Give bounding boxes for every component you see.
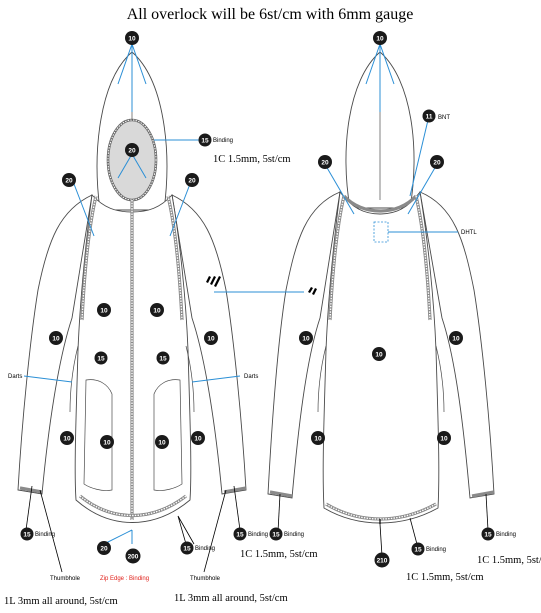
binding-label: Binding bbox=[35, 532, 55, 538]
note-bottom-left: 1L 3mm all around, 5st/cm bbox=[4, 596, 118, 607]
svg-text:10: 10 bbox=[128, 36, 136, 43]
svg-text:10: 10 bbox=[452, 336, 460, 343]
badge-10: 10 bbox=[150, 303, 164, 317]
note-bottom-center: 1L 3mm all around, 5st/cm bbox=[174, 593, 288, 604]
badge-15: 15 bbox=[198, 133, 212, 147]
badge-15: 15 bbox=[233, 527, 247, 541]
binding-label: Binding bbox=[248, 532, 268, 538]
badge-15: 15 bbox=[20, 527, 34, 541]
svg-text:10: 10 bbox=[207, 336, 215, 343]
labels: Binding 1C 1.5mm, 5st/cm Darts Darts BNT… bbox=[4, 115, 541, 607]
svg-text:10: 10 bbox=[100, 308, 108, 315]
svg-text:20: 20 bbox=[128, 148, 136, 155]
svg-text:10: 10 bbox=[194, 436, 202, 443]
badge-10: 10 bbox=[449, 331, 463, 345]
svg-text:20: 20 bbox=[321, 160, 329, 167]
svg-text:10: 10 bbox=[302, 336, 310, 343]
note-back-center: 1C 1.5mm, 5st/cm bbox=[406, 572, 484, 583]
badge-20: 20 bbox=[125, 143, 139, 157]
back-view bbox=[267, 51, 495, 524]
badge-10: 10 bbox=[437, 431, 451, 445]
badge-15: 15 bbox=[269, 527, 283, 541]
binding-label: Binding bbox=[284, 532, 304, 538]
binding-label: Binding bbox=[426, 547, 446, 553]
black-leader-lines bbox=[25, 485, 489, 573]
thumbhole-label: Thumbhole bbox=[190, 576, 221, 582]
dhtl-box bbox=[373, 221, 389, 243]
badge-20: 20 bbox=[430, 155, 444, 169]
note-back-right: 1C 1.5mm, 5st/cm bbox=[477, 555, 541, 566]
badge-10: 10 bbox=[60, 431, 74, 445]
svg-text:15: 15 bbox=[183, 546, 191, 553]
callout-lines bbox=[23, 43, 458, 545]
badge-10: 10 bbox=[125, 31, 139, 45]
badge-20: 20 bbox=[185, 173, 199, 187]
badge-10: 10 bbox=[372, 347, 386, 361]
svg-text:15: 15 bbox=[414, 547, 422, 554]
svg-text:15: 15 bbox=[236, 532, 244, 539]
svg-text:10: 10 bbox=[375, 352, 383, 359]
badge-15: 15 bbox=[156, 351, 170, 365]
binding-label: Binding bbox=[213, 138, 233, 144]
back-right-sleeve bbox=[419, 191, 495, 499]
svg-text:15: 15 bbox=[484, 532, 492, 539]
badge-15: 15 bbox=[94, 351, 108, 365]
svg-text:15: 15 bbox=[201, 138, 209, 145]
svg-text:10: 10 bbox=[376, 36, 384, 43]
dhtl-label: DHTL bbox=[461, 230, 477, 236]
badge-10: 10 bbox=[155, 435, 169, 449]
thumbhole-label: Thumbhole bbox=[50, 576, 81, 582]
darts-label: Darts bbox=[8, 374, 22, 380]
badge-15: 15 bbox=[481, 527, 495, 541]
back-left-sleeve bbox=[267, 191, 341, 499]
page-title: All overlock will be 6st/cm with 6mm gau… bbox=[127, 6, 414, 23]
binding-note-front: 1C 1.5mm, 5st/cm bbox=[213, 154, 291, 165]
badge-10: 10 bbox=[191, 431, 205, 445]
svg-text:10: 10 bbox=[158, 440, 166, 447]
badge-200: 200 bbox=[125, 548, 141, 564]
svg-text:20: 20 bbox=[188, 178, 196, 185]
badge-210: 210 bbox=[374, 552, 390, 568]
badge-20: 20 bbox=[62, 173, 76, 187]
zip-edge-label: Zip Edge : Binding bbox=[100, 576, 149, 582]
badge-10: 10 bbox=[49, 331, 63, 345]
svg-text:10: 10 bbox=[52, 336, 60, 343]
front-view bbox=[17, 51, 247, 523]
badge-10: 10 bbox=[299, 331, 313, 345]
logo-mark bbox=[206, 276, 221, 287]
badge-20: 20 bbox=[97, 541, 111, 555]
svg-text:10: 10 bbox=[440, 436, 448, 443]
badge-20: 20 bbox=[318, 155, 332, 169]
note-back-left: 1C 1.5mm, 5st/cm bbox=[240, 549, 318, 560]
svg-text:15: 15 bbox=[97, 356, 105, 363]
badge-10: 10 bbox=[100, 435, 114, 449]
svg-text:210: 210 bbox=[377, 558, 388, 565]
binding-label: Binding bbox=[496, 532, 516, 538]
svg-text:15: 15 bbox=[159, 356, 167, 363]
svg-text:10: 10 bbox=[314, 436, 322, 443]
svg-text:10: 10 bbox=[103, 440, 111, 447]
badge-15: 15 bbox=[411, 542, 425, 556]
darts-label: Darts bbox=[244, 374, 258, 380]
svg-text:20: 20 bbox=[65, 178, 73, 185]
svg-text:20: 20 bbox=[100, 546, 108, 553]
bnt-label: BNT bbox=[438, 115, 450, 121]
svg-text:20: 20 bbox=[433, 160, 441, 167]
svg-text:200: 200 bbox=[128, 554, 139, 561]
badge-10: 10 bbox=[97, 303, 111, 317]
svg-text:10: 10 bbox=[153, 308, 161, 315]
badge-10: 10 bbox=[311, 431, 325, 445]
badge-10: 10 bbox=[204, 331, 218, 345]
binding-label: Binding bbox=[195, 546, 215, 552]
svg-text:15: 15 bbox=[23, 532, 31, 539]
svg-text:10: 10 bbox=[63, 436, 71, 443]
svg-text:11: 11 bbox=[426, 114, 433, 121]
badge-10: 10 bbox=[373, 31, 387, 45]
badges: 10 15 20 20 20 10 10 10 10 15 15 10 10 1… bbox=[20, 31, 495, 568]
svg-text:15: 15 bbox=[272, 532, 280, 539]
badge-15: 15 bbox=[180, 541, 194, 555]
badge-11: 11 bbox=[422, 109, 436, 123]
